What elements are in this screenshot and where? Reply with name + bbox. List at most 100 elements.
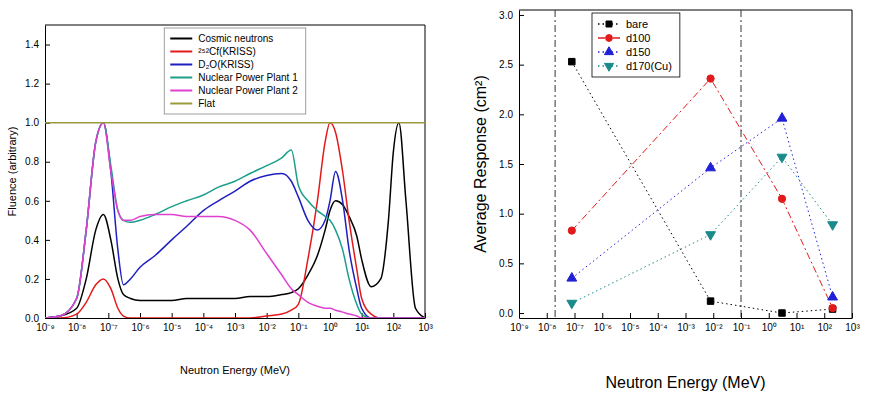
x-axis-line (46, 318, 426, 319)
legend-item: bare (598, 18, 648, 30)
y-tick-label: 3.0 (499, 10, 513, 21)
y-tick-mark (519, 313, 524, 314)
y-tick: 0.6 (25, 196, 50, 207)
x-tick-label: 10⁰ (762, 322, 777, 333)
legend-label: Nuclear Power Plant 1 (198, 72, 298, 83)
x-tick: 10² (387, 313, 402, 333)
legend-label: Cosmic neutrons (198, 33, 273, 44)
plot-frame (852, 10, 853, 318)
x-tick: 10⁻⁶ (131, 313, 149, 333)
reference-line (555, 10, 556, 318)
y-tick: 1.4 (25, 39, 50, 50)
series-line (45, 123, 425, 318)
data-point (707, 75, 714, 82)
x-tick: 10³ (418, 313, 433, 333)
y-tick-label: 0.6 (25, 196, 39, 207)
y-tick: 0.4 (25, 235, 50, 246)
x-tick-label: 10¹ (355, 322, 370, 333)
plot-area (555, 10, 837, 318)
y-tick-label: 0.0 (25, 313, 39, 324)
x-tick-label: 10² (387, 322, 402, 333)
x-tick-label: 10⁻¹ (290, 322, 308, 333)
x-tick: 10⁻⁷ (566, 313, 584, 333)
legend-item: Flat (170, 98, 215, 109)
series-line (572, 79, 833, 309)
legend-swatch (170, 38, 192, 40)
x-tick-label: 10⁻⁵ (163, 322, 181, 333)
legend-box (592, 13, 680, 77)
data-point (777, 154, 787, 163)
x-tick: 10⁰ (323, 313, 338, 333)
x-tick-mark (658, 313, 659, 318)
y-tick: 1.0 (499, 208, 524, 219)
x-tick-mark (298, 313, 299, 318)
series-line (45, 123, 425, 318)
y-tick: 3.0 (499, 10, 524, 21)
x-tick: 10⁻³ (677, 313, 695, 333)
legend-item: ²⁵²Cf(KRISS) (170, 46, 255, 57)
series-line (572, 118, 833, 297)
y-tick-mark (519, 164, 524, 165)
legend-swatch (170, 64, 192, 66)
x-axis-title: Neutron Energy (MeV) (605, 374, 765, 391)
legend-item: d100 (598, 32, 650, 44)
x-tick-mark (769, 313, 770, 318)
y-tick: 2.0 (499, 109, 524, 120)
x-tick-label: 10⁰ (323, 322, 338, 333)
plot-area (45, 123, 425, 318)
legend-label: ²⁵²Cf(KRISS) (198, 46, 255, 57)
y-tick: 1.5 (499, 159, 524, 170)
x-tick-label: 10⁻¹ (733, 322, 751, 333)
legend-item: d150 (598, 46, 650, 58)
legend-marker (606, 35, 613, 42)
y-tick-mark (45, 84, 50, 85)
legend-item: d170(Cu) (598, 60, 672, 72)
x-tick-label: 10⁻² (705, 322, 723, 333)
legend-swatch (170, 51, 192, 53)
x-tick-label: 10¹ (790, 322, 805, 333)
data-point (706, 232, 716, 241)
plot-frame (519, 10, 852, 11)
x-tick: 10⁻¹ (733, 313, 751, 333)
x-tick: 10⁻⁸ (538, 313, 556, 333)
x-tick: 10⁻⁴ (649, 313, 667, 333)
data-point (707, 298, 713, 304)
x-tick: 10⁻⁶ (594, 313, 612, 333)
x-tick: 10⁻⁷ (100, 313, 118, 333)
data-point (706, 162, 716, 171)
x-tick-mark (547, 313, 548, 318)
x-tick-mark (686, 313, 687, 318)
data-point (778, 195, 785, 202)
x-tick: 10⁻⁴ (195, 313, 213, 333)
x-tick-mark (824, 313, 825, 318)
legend-swatch (170, 77, 192, 79)
x-tick-mark (797, 313, 798, 318)
legend-item: D₂O(KRISS) (170, 59, 254, 70)
y-tick-label: 1.0 (499, 208, 513, 219)
y-tick-mark (45, 45, 50, 46)
chart-panel: 10⁻⁹10⁻⁸10⁻⁷10⁻⁶10⁻⁵10⁻⁴10⁻³10⁻²10⁻¹10⁰1… (472, 10, 861, 391)
x-tick-mark (602, 313, 603, 318)
x-tick: 10⁻⁵ (621, 313, 639, 333)
legend-label: D₂O(KRISS) (198, 59, 254, 70)
data-point (777, 113, 787, 122)
x-tick-label: 10³ (418, 322, 433, 333)
legend-swatch (170, 90, 192, 92)
y-tick-mark (45, 279, 50, 280)
plot-frame (45, 25, 425, 26)
y-tick-label: 2.5 (499, 59, 513, 70)
x-tick-label: 10⁻⁸ (538, 322, 556, 333)
legend-label: d170(Cu) (626, 60, 672, 72)
chart-panel: 10⁻⁹10⁻⁸10⁻⁷10⁻⁶10⁻⁵10⁻⁴10⁻³10⁻²10⁻¹10⁰1… (6, 25, 434, 376)
x-axis-title: Neutron Energy (MeV) (180, 364, 290, 376)
y-tick-label: 0.2 (25, 274, 39, 285)
y-tick: 0.0 (25, 313, 50, 324)
x-tick-label: 10⁻⁶ (594, 322, 612, 333)
x-tick-label: 10⁻⁴ (649, 322, 667, 333)
x-tick-label: 10⁻⁷ (566, 322, 584, 333)
x-tick-mark (713, 313, 714, 318)
legend-label: Flat (198, 98, 215, 109)
y-tick-label: 2.0 (499, 109, 513, 120)
y-tick-mark (519, 263, 524, 264)
x-tick: 10⁻⁵ (163, 313, 181, 333)
